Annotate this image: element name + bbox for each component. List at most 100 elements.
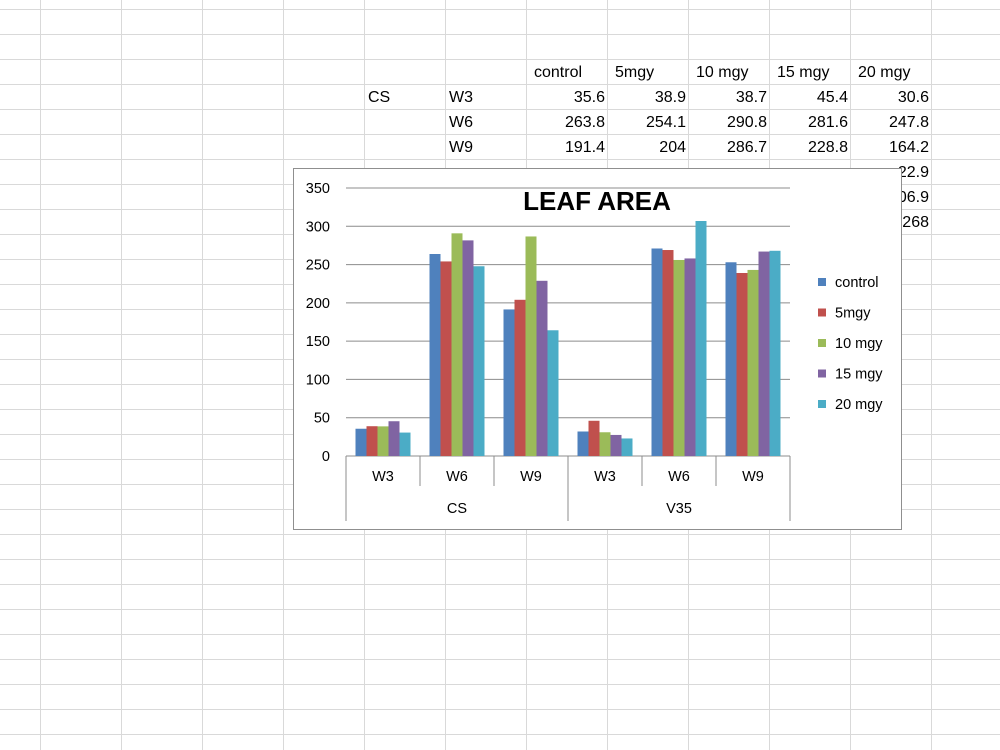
bar-10-mgy [747,269,759,456]
bar-10-mgy [599,432,611,456]
y-tick-label: 150 [306,334,330,350]
header-20mgy[interactable]: 20 mgy [858,64,911,81]
legend-label: control [835,275,879,291]
y-tick-label: 250 [306,258,330,274]
bar-10-mgy [525,236,537,456]
row-w3-week[interactable]: W3 [449,89,473,106]
grid-row-line [0,534,1000,535]
grid-row-line [0,59,1000,60]
legend-swatch [818,369,826,378]
cell-partial-row5-20mgy[interactable]: 06.9 [897,189,929,206]
bar-control [725,262,737,456]
bar-control [503,309,515,456]
cell-cs-w9-5mgy[interactable]: 204 [659,139,686,156]
bar-control [577,431,589,456]
grid-column-line [931,0,932,750]
bar-20-mgy [695,221,707,456]
cell-cs-w6-5mgy[interactable]: 254.1 [645,114,686,131]
bar-15-mgy [536,280,548,456]
x-group-label: V35 [666,501,692,517]
grid-row-line [0,34,1000,35]
bar-5mgy [514,299,526,456]
bar-control [429,254,441,456]
bar-20-mgy [547,330,559,456]
bar-20-mgy [399,432,411,456]
x-category-label: W3 [594,469,616,485]
cell-partial-row4-20mgy[interactable]: 22.9 [897,164,929,181]
y-tick-label: 100 [306,372,330,388]
legend-label: 20 mgy [835,397,883,413]
cell-cs-w6-10mgy[interactable]: 290.8 [726,114,767,131]
legend-swatch [818,400,826,408]
header-15mgy[interactable]: 15 mgy [777,64,830,81]
legend-swatch [818,278,826,286]
cell-cs-w3-10mgy[interactable]: 38.7 [735,89,767,106]
bar-20-mgy [621,438,633,456]
grid-column-line [40,0,41,750]
bar-10-mgy [377,426,389,456]
header-5mgy[interactable]: 5mgy [615,64,655,81]
row-w9-week[interactable]: W9 [449,139,473,156]
bar-15-mgy [388,421,400,456]
legend-swatch [818,339,826,347]
bar-control [355,428,367,456]
bar-5mgy [662,250,674,456]
y-tick-label: 300 [306,219,330,235]
x-category-label: W3 [372,469,394,485]
cell-partial-row6-20mgy[interactable]: 268 [902,214,929,231]
row-w6-week[interactable]: W6 [449,114,473,131]
grid-column-line [283,0,284,750]
grid-column-line [121,0,122,750]
x-category-label: W9 [520,469,542,485]
bar-5mgy [440,261,452,456]
grid-row-line [0,159,1000,160]
y-tick-label: 50 [314,411,330,427]
chart-title: LEAF AREA [523,186,671,216]
bar-20-mgy [769,250,781,456]
x-category-label: W9 [742,469,764,485]
bar-5mgy [366,426,378,456]
header-control[interactable]: control [534,64,583,81]
cell-cs-w9-10mgy[interactable]: 286.7 [726,139,767,156]
bar-15-mgy [758,251,770,456]
header-10mgy[interactable]: 10 mgy [696,64,749,81]
cell-cs-w6-20mgy[interactable]: 247.8 [888,114,929,131]
cell-cs-w9-20mgy[interactable]: 164.2 [888,139,929,156]
grid-row-line [0,634,1000,635]
y-tick-label: 350 [306,181,330,197]
bar-10-mgy [673,259,685,456]
row-cs-group[interactable]: CS [368,89,391,106]
bar-control [651,248,663,456]
legend-swatch [818,308,826,317]
x-category-label: W6 [446,469,468,485]
x-group-label: CS [447,501,467,517]
cell-cs-w3-15mgy[interactable]: 45.4 [816,89,848,106]
cell-cs-w9-control[interactable]: 191.4 [564,139,605,156]
grid-row-line [0,609,1000,610]
grid-row-line [0,559,1000,560]
bar-10-mgy [451,233,463,456]
grid-row-line [0,684,1000,685]
grid-row-line [0,109,1000,110]
cell-cs-w3-5mgy[interactable]: 38.9 [654,89,686,106]
grid-row-line [0,9,1000,10]
cell-cs-w3-control[interactable]: 35.6 [573,89,605,106]
leaf-area-chart[interactable]: LEAF AREA 0 50 100 150 200 250 300 350 W3 W6 W9 W3 W… [293,168,902,530]
legend-label: 5mgy [835,306,871,322]
bar-15-mgy [462,240,474,456]
cell-cs-w6-15mgy[interactable]: 281.6 [807,114,848,131]
cell-cs-w6-control[interactable]: 263.8 [564,114,605,131]
legend-label: 15 mgy [835,367,883,383]
bar-5mgy [588,420,600,456]
cell-cs-w9-15mgy[interactable]: 228.8 [807,139,848,156]
y-tick-label: 200 [306,296,330,312]
grid-row-line [0,84,1000,85]
grid-row-line [0,734,1000,735]
grid-row-line [0,134,1000,135]
legend-label: 10 mgy [835,336,883,352]
cell-cs-w3-20mgy[interactable]: 30.6 [897,89,929,106]
bar-15-mgy [684,258,696,456]
grid-row-line [0,709,1000,710]
grid-column-line [202,0,203,750]
